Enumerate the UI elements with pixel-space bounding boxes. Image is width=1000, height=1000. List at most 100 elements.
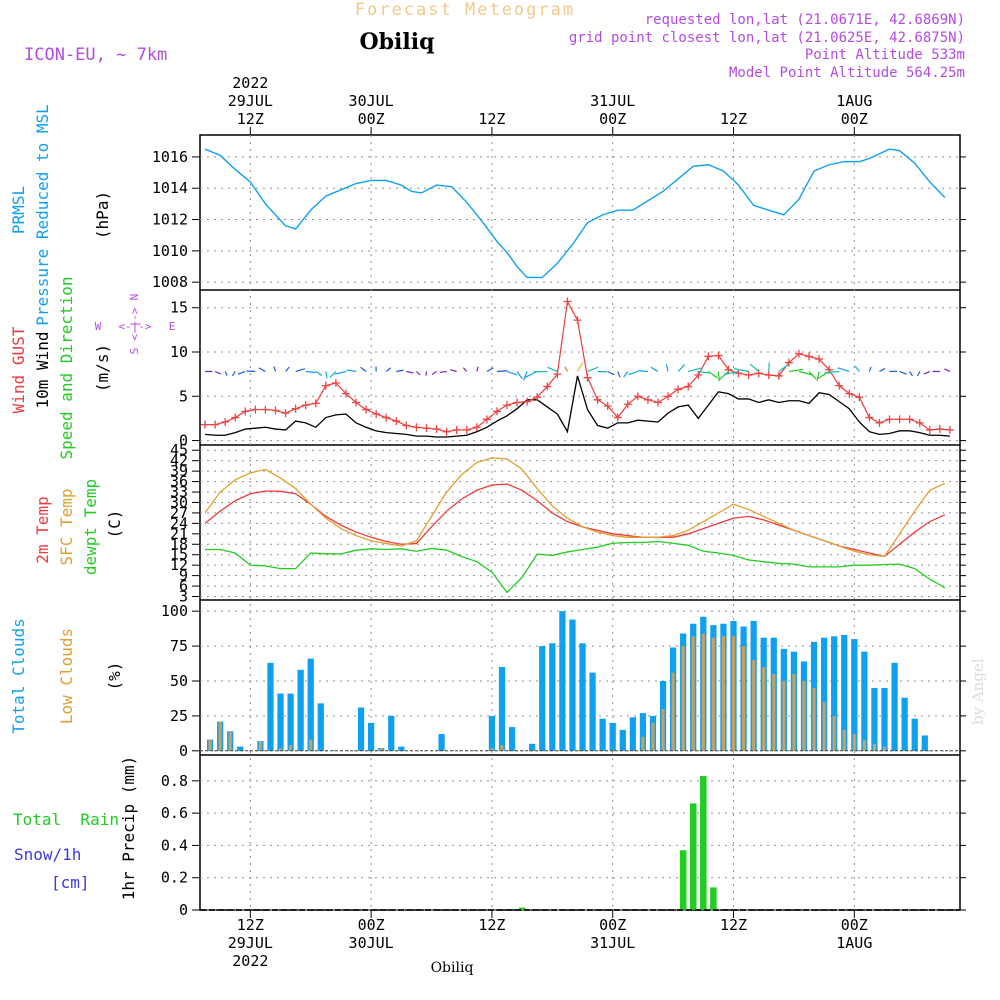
y-tick-label: 18 <box>170 535 188 553</box>
gust-marker <box>633 392 642 401</box>
precip-legend-snow: Snow/1h <box>14 845 81 864</box>
y-tick-label: 15 <box>170 546 188 564</box>
wind-arrow <box>723 370 739 376</box>
wind-arrow <box>334 370 347 375</box>
gust-marker <box>724 365 733 374</box>
gust-marker <box>211 420 220 429</box>
gust-marker <box>231 413 240 422</box>
wind-arrow <box>719 371 729 380</box>
wind-arrow <box>346 369 357 373</box>
y-tick-label: 100 <box>161 602 188 620</box>
time-label-top: 12Z <box>478 110 505 128</box>
time-label-top: 00Z <box>358 110 385 128</box>
low-cloud-bar <box>289 745 293 751</box>
wind-arrow <box>439 370 447 373</box>
gust-marker <box>613 413 622 422</box>
wind-arrow <box>506 370 518 376</box>
total-cloud-bar <box>277 693 284 751</box>
y-tick-label: 5 <box>179 387 188 405</box>
wind-arrow <box>486 367 494 373</box>
low-cloud-bar <box>742 646 746 751</box>
wind-arrow <box>916 371 921 377</box>
gust-marker <box>915 418 924 427</box>
time-label-bottom: 00Z <box>841 916 868 934</box>
gust-marker <box>482 415 491 424</box>
total-cloud-bar <box>267 662 274 751</box>
gust-marker <box>372 410 381 418</box>
wind-arrow <box>749 363 760 372</box>
gust-marker <box>845 389 854 398</box>
low-cloud-bar <box>862 739 866 751</box>
total-cloud-bar <box>357 707 365 751</box>
gust-marker <box>583 373 592 382</box>
wind-arrow <box>665 364 669 372</box>
wind-arrow <box>525 370 538 378</box>
wind-arrow <box>285 366 290 372</box>
gust-marker <box>261 405 270 414</box>
temp-label-sfc: SFC Temp <box>57 488 76 565</box>
pressure-panel-labels: PRMSL Pressure Reduced to MSL (hPa) <box>9 104 112 326</box>
gust-marker <box>754 369 763 378</box>
time-label-bottom: 1AUG <box>836 934 872 952</box>
wind-arrow <box>496 370 508 373</box>
total-cloud-bar <box>589 672 596 751</box>
rain-bar <box>700 775 707 910</box>
wind-label-10m: 10m Wind <box>33 331 52 408</box>
total-cloud-bar <box>508 727 516 751</box>
total-cloud-bar <box>820 637 828 751</box>
wind-arrow <box>450 369 457 373</box>
low-cloud-bar <box>490 748 494 751</box>
y-tick-label: 1014 <box>152 179 188 197</box>
wind-arrow <box>816 371 820 382</box>
low-cloud-bar <box>208 739 212 751</box>
time-label-top: 00Z <box>841 110 868 128</box>
y-tick-label: 10 <box>170 343 188 361</box>
gust-marker <box>764 371 773 380</box>
y-tick-label: 0.6 <box>161 804 188 822</box>
temp-2m-line <box>204 483 946 558</box>
gust-marker <box>251 405 260 414</box>
low-cloud-bar <box>641 736 645 751</box>
y-tick-label: 0 <box>179 901 188 919</box>
total-cloud-bar <box>307 658 314 751</box>
wind-arrow <box>623 371 629 378</box>
time-label-top: 1AUG <box>836 92 872 110</box>
gust-marker <box>794 349 803 358</box>
precip-legend-unit: [cm] <box>51 873 90 892</box>
gust-marker <box>221 417 230 426</box>
wind-arrow <box>909 371 913 377</box>
cloud-panel-labels: Total Clouds Low Clouds (%) <box>9 618 124 734</box>
y-tick-label: 24 <box>170 514 188 532</box>
wind-arrow <box>224 371 228 376</box>
gust-marker <box>734 369 743 378</box>
wind-arrow <box>824 370 840 374</box>
y-tick-label: 12 <box>170 556 188 574</box>
low-cloud-bar <box>681 646 685 751</box>
time-label-top: 29JUL <box>228 92 273 110</box>
model-label: ICON-EU, ~ 7km <box>24 45 167 65</box>
wind-arrow <box>406 370 414 374</box>
pressure-line <box>204 148 946 279</box>
y-tick-label: 45 <box>170 441 188 459</box>
gust-marker <box>885 415 894 424</box>
total-cloud-bar <box>579 643 586 751</box>
total-cloud-bar <box>237 746 244 751</box>
total-cloud-bar <box>911 718 918 751</box>
footer-location: Obiliq <box>431 960 474 976</box>
temperature-plot <box>204 457 946 594</box>
gust-marker <box>925 425 934 434</box>
gust-marker <box>543 382 552 391</box>
total-cloud-bar <box>639 713 647 751</box>
temp-label-dewpt: dewpt Temp <box>81 479 100 575</box>
gust-marker <box>442 427 451 436</box>
total-cloud-bar <box>539 646 546 751</box>
total-cloud-bar <box>498 667 506 751</box>
wind-arrow <box>258 367 266 373</box>
cloud-plot <box>200 611 960 752</box>
wind-arrow <box>733 368 749 373</box>
wind-arrow <box>768 362 770 372</box>
wind-arrow <box>628 370 639 376</box>
gust-marker <box>694 371 703 380</box>
low-cloud-bar <box>842 729 846 751</box>
low-cloud-bar <box>731 636 736 751</box>
